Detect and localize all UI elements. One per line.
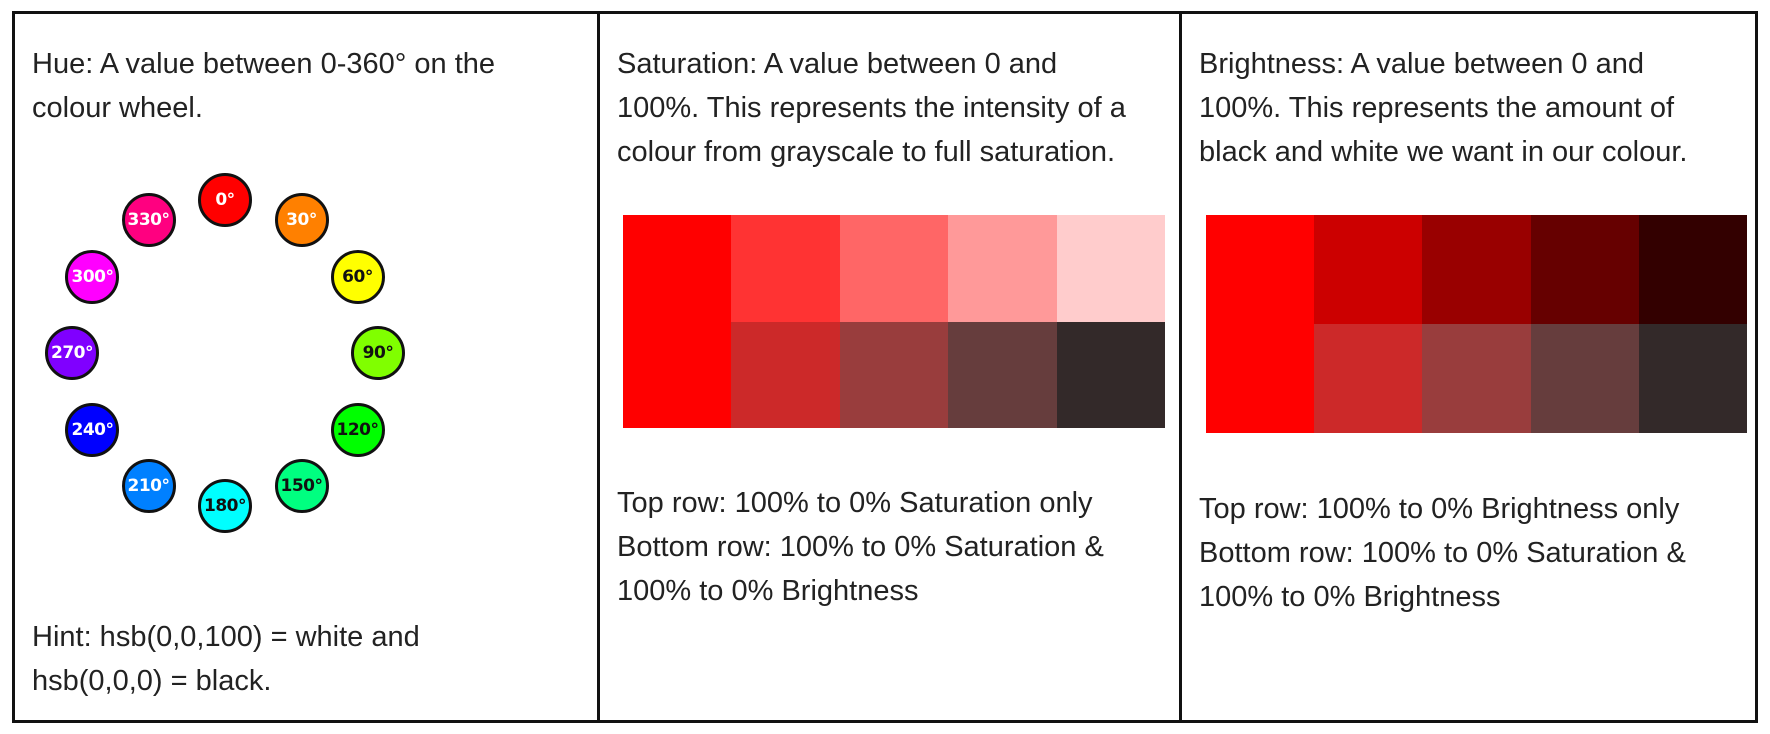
saturation-caption-line: Bottom row: 100% to 0% Saturation &	[617, 531, 1104, 563]
hue-swatch-240: 240°	[65, 402, 120, 457]
saturation-bottom-swatch-3	[839, 321, 949, 428]
hue-swatch-210: 210°	[121, 458, 176, 513]
hue-swatch-150: 150°	[274, 458, 329, 513]
brightness-top-swatch-5	[1638, 215, 1747, 324]
saturation-top-swatch-3	[839, 215, 949, 322]
hue-swatch-30: 30°	[274, 193, 329, 248]
hue-swatch-0: 0°	[198, 173, 252, 227]
brightness-caption: Top row: 100% to 0% Brightness only Bott…	[1199, 487, 1686, 619]
hue-swatch-330: 330°	[121, 193, 176, 248]
saturation-bottom-swatch-2	[731, 321, 840, 428]
hue-swatch-180: 180°	[198, 479, 252, 533]
brightness-bottom-swatch-1	[1206, 324, 1315, 433]
saturation-caption: Top row: 100% to 0% Saturation only Bott…	[617, 481, 1104, 613]
hue-colour-wheel: 0° 30° 60° 90° 120° 150° 180° 210° 240° 270° 300° 3…	[15, 14, 597, 720]
brightness-bottom-swatch-3	[1422, 324, 1531, 433]
saturation-top-swatch-1	[623, 215, 732, 322]
brightness-swatch-grid	[1206, 215, 1747, 433]
brightness-top-swatch-4	[1530, 215, 1639, 324]
saturation-description-line: 100%. This represents the intensity of a	[617, 92, 1126, 124]
saturation-bottom-swatch-1	[623, 321, 732, 428]
saturation-bottom-swatch-4	[948, 321, 1057, 428]
saturation-description-line: colour from grayscale to full saturation…	[617, 136, 1116, 168]
saturation-caption-line: 100% to 0% Brightness	[617, 575, 919, 607]
brightness-description: Brightness: A value between 0 and 100%. …	[1199, 42, 1687, 174]
hint-line: Hint: hsb(0,0,100) = white and	[32, 621, 420, 653]
saturation-caption-line: Top row: 100% to 0% Saturation only	[617, 487, 1093, 519]
hue-swatch-120: 120°	[330, 402, 385, 457]
saturation-description: Saturation: A value between 0 and 100%. …	[617, 42, 1126, 174]
brightness-description-line: 100%. This represents the amount of	[1199, 92, 1675, 124]
saturation-swatch-grid	[623, 215, 1165, 428]
brightness-bottom-swatch-2	[1314, 324, 1423, 433]
brightness-top-swatch-2	[1314, 215, 1423, 324]
brightness-description-line: black and white we want in our colour.	[1199, 136, 1688, 168]
saturation-bottom-swatch-5	[1056, 321, 1165, 428]
hue-description-line: Hue: A value between 0-360° on the	[32, 48, 496, 80]
saturation-top-swatch-5	[1056, 215, 1165, 322]
hue-swatch-300: 300°	[65, 249, 120, 304]
hsb-table: Hue: A value between 0-360° on the colou…	[12, 11, 1758, 723]
brightness-caption-line: Bottom row: 100% to 0% Saturation &	[1199, 537, 1686, 569]
brightness-caption-line: 100% to 0% Brightness	[1199, 581, 1501, 613]
saturation-top-swatch-4	[948, 215, 1057, 322]
hue-description-line: colour wheel.	[32, 92, 203, 124]
hue-swatch-60: 60°	[330, 249, 385, 304]
saturation-top-swatch-2	[731, 215, 840, 322]
brightness-cell: Brightness: A value between 0 and 100%. …	[1179, 14, 1755, 720]
hue-description: Hue: A value between 0-360° on the colou…	[32, 42, 495, 130]
brightness-top-swatch-3	[1422, 215, 1531, 324]
hue-swatch-90: 90°	[351, 326, 405, 380]
saturation-cell: Saturation: A value between 0 and 100%. …	[597, 14, 1179, 720]
hue-swatch-270: 270°	[45, 326, 99, 380]
brightness-description-line: Brightness: A value between 0 and	[1199, 48, 1644, 80]
brightness-bottom-swatch-5	[1638, 324, 1747, 433]
brightness-top-swatch-1	[1206, 215, 1315, 324]
brightness-bottom-swatch-4	[1530, 324, 1639, 433]
hint-text: Hint: hsb(0,0,100) = white and hsb(0,0,0…	[32, 615, 420, 703]
brightness-caption-line: Top row: 100% to 0% Brightness only	[1199, 493, 1680, 525]
saturation-description-line: Saturation: A value between 0 and	[617, 48, 1058, 80]
hue-cell: Hue: A value between 0-360° on the colou…	[15, 14, 597, 720]
hint-line: hsb(0,0,0) = black.	[32, 665, 272, 697]
